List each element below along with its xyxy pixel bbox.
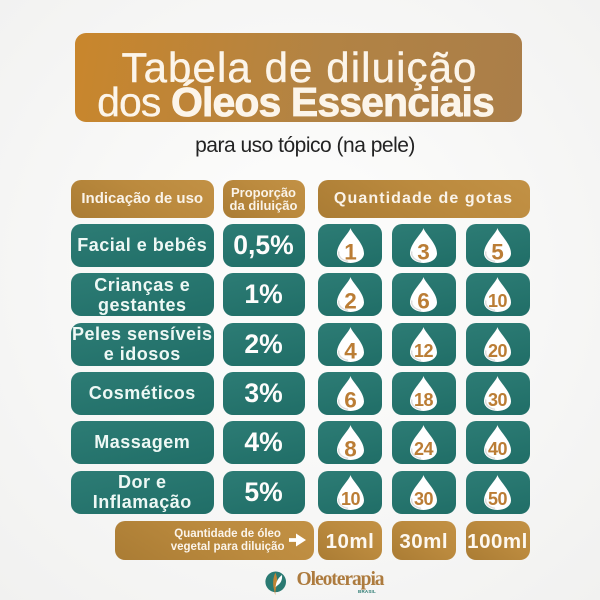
svg-text:10: 10 <box>340 488 360 508</box>
svg-text:1: 1 <box>344 239 357 263</box>
svg-text:50: 50 <box>488 488 508 508</box>
svg-text:4: 4 <box>344 338 357 362</box>
svg-text:3: 3 <box>417 239 430 263</box>
svg-text:20: 20 <box>488 340 508 360</box>
svg-text:8: 8 <box>344 436 357 460</box>
svg-text:24: 24 <box>414 439 434 459</box>
svg-text:2: 2 <box>344 289 357 313</box>
svg-text:6: 6 <box>344 387 357 411</box>
svg-text:30: 30 <box>414 488 434 508</box>
svg-text:40: 40 <box>488 439 508 459</box>
svg-text:10: 10 <box>488 291 508 311</box>
svg-text:30: 30 <box>488 390 508 410</box>
svg-text:6: 6 <box>417 289 430 313</box>
svg-text:12: 12 <box>414 340 434 360</box>
svg-text:5: 5 <box>491 239 504 263</box>
svg-text:18: 18 <box>414 390 434 410</box>
